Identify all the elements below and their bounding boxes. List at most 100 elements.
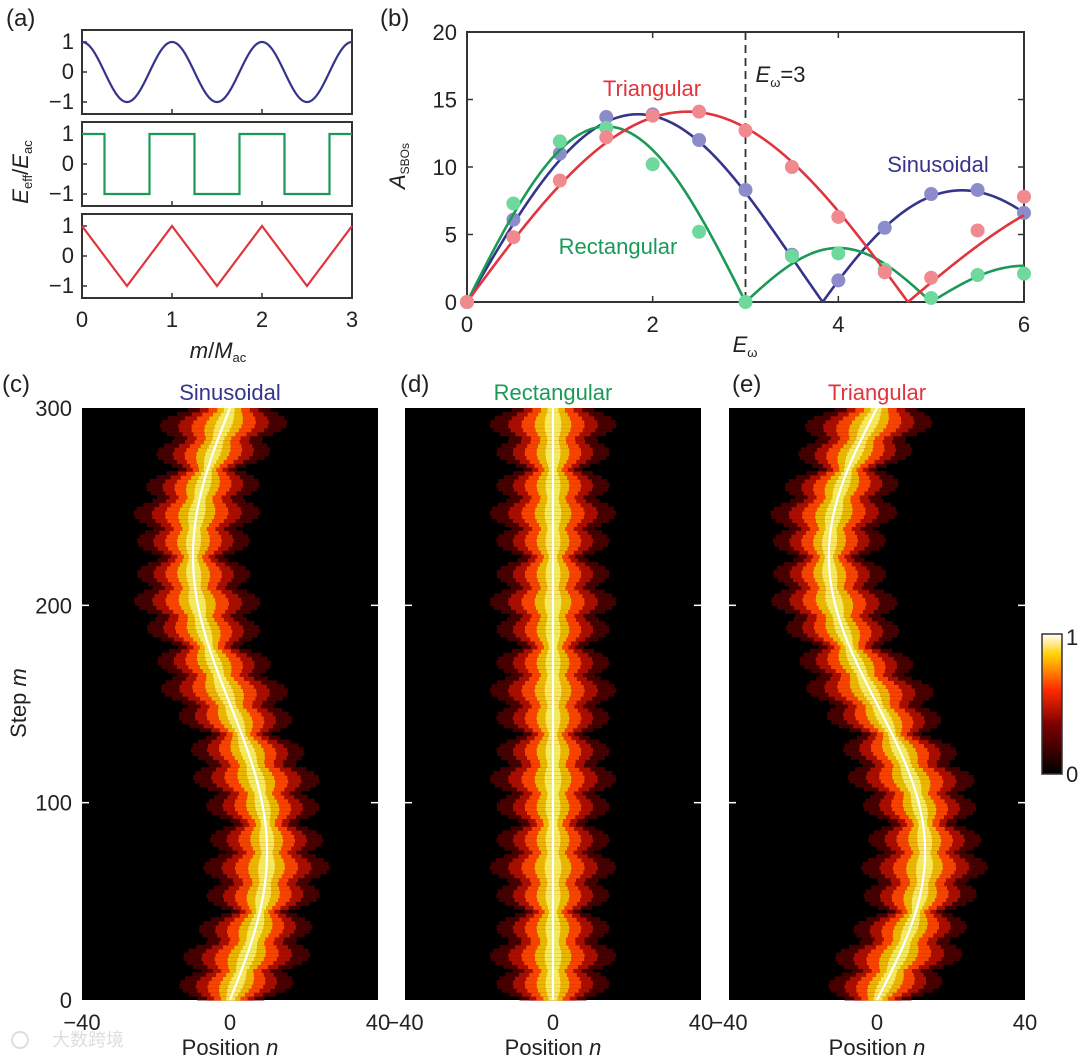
panel-e-xtick-label: −40 [710, 1010, 747, 1035]
panel-b-rectangular-point [738, 295, 753, 309]
panel-e-xtick-label: 40 [1013, 1010, 1037, 1035]
panel-c-ytick-label: 0 [60, 988, 72, 1013]
panel-a-xlabel-num: m [190, 338, 208, 363]
panel-b-triangular-point [784, 160, 799, 174]
panel-c-ytick-label: 100 [35, 791, 72, 816]
panel-b-sinusoidal-point [692, 133, 707, 147]
panel-b-sinusoidal-point [831, 273, 846, 288]
colorbar-tick-min: 0 [1066, 762, 1078, 787]
panel-c-xlabel-text: Position [182, 1035, 266, 1060]
panel-a-ylabel: Eeff/Eac [8, 140, 35, 204]
panel-b-ylabel: ASBOs [385, 143, 412, 191]
panel-a-sinusoidal-ytick-label: −1 [49, 89, 74, 114]
panel-a-xlabel-den-sub: ac [233, 350, 247, 365]
panel-c-ylabel: Step m [6, 668, 31, 738]
panel-b-sinusoidal-point [924, 187, 939, 201]
watermark: 大数跨境 [11, 1030, 124, 1050]
panel-b-annotation-tail: =3 [780, 62, 805, 87]
panel-b-ylabel-main: A [385, 174, 410, 191]
panel-b-triangular-point [831, 209, 846, 224]
panel-e: (e) Triangular −40 0 40 Position n [710, 371, 1037, 1060]
panel-d-xtick-label: −40 [386, 1010, 423, 1035]
panel-b-ytick-label: 5 [445, 223, 457, 248]
panel-b-xlabel-sub: ω [747, 345, 757, 360]
panel-a-triangular-ytick-label: 1 [62, 213, 74, 238]
panel-b-triangular-point [738, 123, 753, 138]
panel-a-sinusoidal-plot: 1 0 −1 [49, 29, 353, 115]
panel-b-triangular-point [970, 223, 985, 238]
panel-b-ytick-label: 0 [445, 290, 457, 315]
panel-b-sinusoidal-point [877, 220, 892, 235]
panel-c-ytick-label: 300 [35, 396, 72, 421]
panel-a-triangular-curve [81, 224, 353, 288]
panel-c-trajectory [191, 407, 269, 1001]
panel-c-xtick-label: 0 [224, 1010, 236, 1035]
panel-d-xtick-label: 40 [689, 1010, 713, 1035]
panel-a-ylabel-den-sub: ac [20, 140, 35, 154]
panel-d: (d) Rectangular −40 0 40 Position n [386, 371, 713, 1060]
panel-b-ytick-label: 10 [433, 155, 457, 180]
panel-b-triangular-point [599, 130, 614, 145]
panel-c-label: (c) [2, 371, 30, 398]
panel-d-xlabel-text: Position [505, 1035, 589, 1060]
panel-b-xtick-label: 0 [461, 312, 473, 337]
panel-a-rectangular-ytick-label: −1 [49, 181, 74, 206]
panel-e-xlabel: Position n [829, 1035, 926, 1060]
panel-e-xlabel-var: n [913, 1035, 925, 1060]
panel-a-rectangular-ytick-label: 0 [62, 151, 74, 176]
panel-b-rectangular-point [831, 246, 846, 261]
panel-a-xtick-label: 1 [166, 307, 178, 332]
panel-b-rectangular-point [506, 196, 521, 211]
panel-b-rectangular-legend: Rectangular [559, 234, 678, 259]
panel-c-xlabel: Position n [182, 1035, 279, 1060]
panel-b-annotation-main: E [756, 62, 771, 87]
panel-b-xlabel-main: E [733, 332, 748, 357]
panel-b-annotation: Eω=3 [756, 62, 806, 90]
colorbar-gradient [1041, 633, 1063, 775]
panel-d-label: (d) [400, 371, 429, 398]
panel-c-ylabel-text: Step [6, 686, 31, 737]
panel-c-ylabel-var: m [6, 668, 31, 686]
panel-b-triangular-legend: Triangular [603, 76, 701, 101]
panel-b-rectangular-point [1017, 266, 1031, 281]
panel-b-plot: 0 5 10 15 20 0 2 4 6 Eω=3 Sinusoidal Rectangular Tri… [433, 20, 1031, 337]
panel-d-xlabel: Position n [505, 1035, 602, 1060]
panel-b-rectangular-point [645, 157, 660, 172]
panel-b-xlabel: Eω [733, 332, 758, 360]
panel-b-ytick-label: 15 [433, 88, 457, 113]
panel-b-triangular-point [877, 265, 892, 280]
panel-b-triangular-point [506, 230, 521, 245]
panel-b-triangular-point [692, 104, 707, 119]
panel-b-annotation-sub: ω [770, 75, 780, 90]
panel-e-xtick-label: 0 [871, 1010, 883, 1035]
panel-a-x-ticks: 0 1 2 3 [76, 307, 358, 332]
panel-b-rectangular-point [924, 290, 939, 305]
panel-b-xtick-label: 4 [832, 312, 844, 337]
panel-b-triangular-point [645, 108, 660, 123]
panel-c-xlabel-var: n [266, 1035, 278, 1060]
panel-a-triangular-plot: 1 0 −1 [49, 213, 353, 299]
panel-b-ytick-label: 20 [433, 20, 457, 45]
panel-b-triangular-point [552, 173, 567, 188]
watermark-text: 大数跨境 [52, 1030, 124, 1050]
panel-a-label: (a) [6, 5, 35, 32]
panel-a-ylabel-num: E [8, 189, 33, 204]
panel-b-sinusoidal-legend: Sinusoidal [887, 152, 989, 177]
panel-e-xlabel-text: Position [829, 1035, 913, 1060]
panel-b-triangular-point [1017, 189, 1031, 204]
panel-b-ylabel-sub: SBOs [398, 143, 412, 174]
panel-a-rectangular-ytick-label: 1 [62, 121, 74, 146]
panel-a-xlabel-den: M [214, 338, 233, 363]
panel-b-rectangular-point [692, 224, 707, 239]
panel-a-xtick-label: 2 [256, 307, 268, 332]
panel-a-xlabel-slash: / [208, 338, 215, 363]
panel-b-triangular-point [924, 270, 939, 285]
panel-e-label: (e) [732, 371, 761, 398]
panel-a-ylabel-slash: / [8, 168, 33, 175]
panel-a-xlabel: m/Mac [190, 338, 247, 365]
panel-c-xtick-label: −40 [63, 1010, 100, 1035]
